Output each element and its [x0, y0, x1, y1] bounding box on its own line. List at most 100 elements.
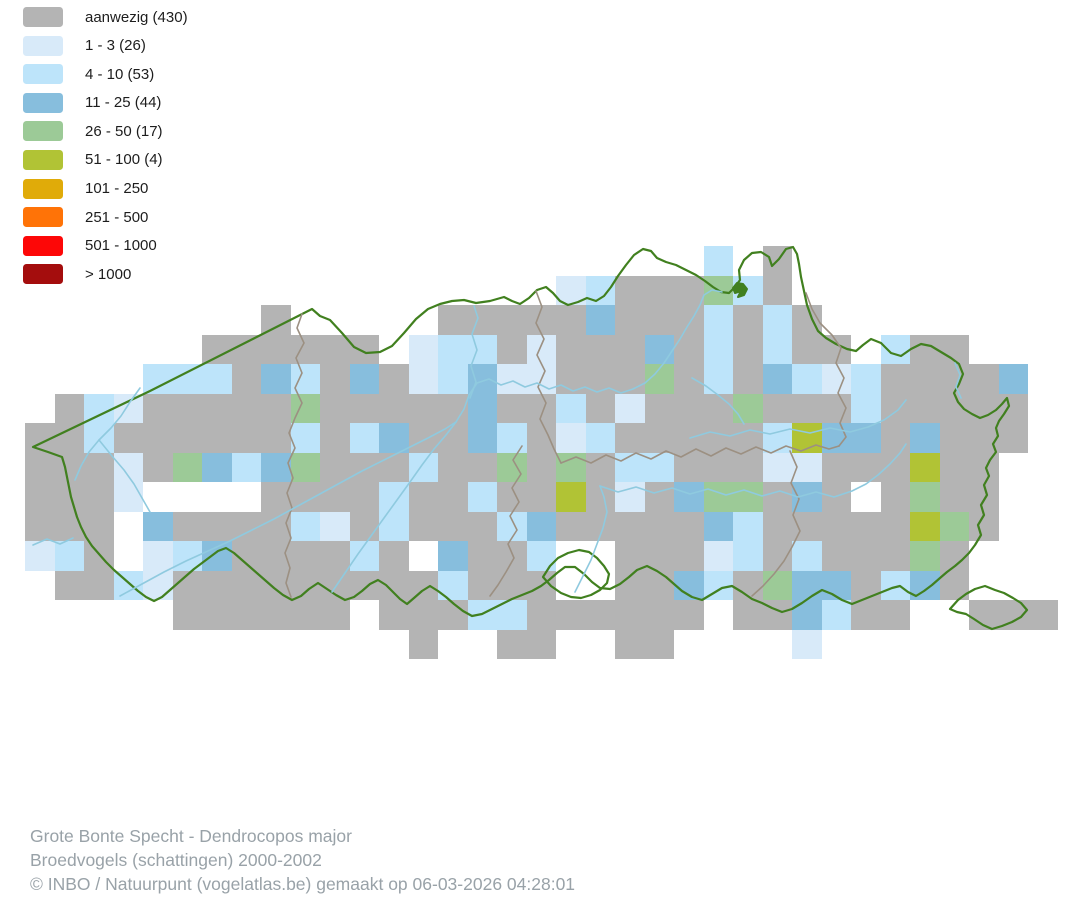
species-title: Grote Bonte Specht - Dendrocopos major: [30, 826, 352, 846]
map-cell: [379, 364, 409, 394]
map-cell: [910, 482, 940, 512]
map-cell: [467, 511, 497, 541]
legend-swatch: [23, 7, 63, 27]
map-cell: [644, 452, 674, 482]
map-cell: [969, 600, 999, 630]
map-cell: [556, 393, 586, 423]
map-cell: [84, 482, 114, 512]
map-cell: [497, 629, 527, 659]
map-cell: [733, 600, 763, 630]
map-cell: [231, 541, 261, 571]
map-cell: [261, 452, 291, 482]
map-cell: [733, 570, 763, 600]
map-cell: [290, 600, 320, 630]
legend-item: 51 - 100 (4): [23, 149, 188, 170]
map-cell: [762, 305, 792, 335]
map-cell: [172, 511, 202, 541]
map-cell: [497, 452, 527, 482]
map-cell: [84, 423, 114, 453]
map-cell: [880, 482, 910, 512]
map-cell: [969, 423, 999, 453]
map-cell: [172, 541, 202, 571]
map-cell: [674, 570, 704, 600]
map-cell: [939, 364, 969, 394]
map-cell: [644, 305, 674, 335]
map-cell: [261, 541, 291, 571]
map-cell: [113, 423, 143, 453]
map-cell: [379, 541, 409, 571]
map-cell: [438, 541, 468, 571]
map-cell: [703, 305, 733, 335]
map-cell: [615, 629, 645, 659]
footer: Grote Bonte Specht - Dendrocopos major B…: [30, 824, 575, 897]
map-cell: [762, 334, 792, 364]
map-cell: [733, 334, 763, 364]
map-cell: [851, 364, 881, 394]
map-cell: [880, 364, 910, 394]
map-cell: [290, 423, 320, 453]
map-cell: [290, 452, 320, 482]
map-cell: [821, 570, 851, 600]
map-cell: [939, 423, 969, 453]
map-cell: [998, 393, 1028, 423]
map-cell: [54, 452, 84, 482]
legend-label: 101 - 250: [85, 180, 149, 198]
map-cell: [851, 452, 881, 482]
map-cell: [703, 364, 733, 394]
map-cell: [379, 452, 409, 482]
map-cell: [438, 600, 468, 630]
map-cell: [851, 600, 881, 630]
map-cell: [762, 423, 792, 453]
map-cell: [615, 275, 645, 305]
map-cell: [25, 452, 55, 482]
map-cell: [792, 364, 822, 394]
map-cell: [349, 364, 379, 394]
map-cell: [674, 541, 704, 571]
map-cell: [320, 364, 350, 394]
map-cell: [290, 541, 320, 571]
map-cell: [408, 334, 438, 364]
map-cell: [231, 393, 261, 423]
map-cell: [703, 423, 733, 453]
map-cell: [25, 482, 55, 512]
map-cell: [674, 482, 704, 512]
map-cell: [379, 482, 409, 512]
map-cell: [762, 275, 792, 305]
map-cell: [644, 629, 674, 659]
map-cell: [467, 570, 497, 600]
map-cell: [54, 423, 84, 453]
map-cell: [497, 600, 527, 630]
map-cell: [556, 452, 586, 482]
map-cell: [615, 364, 645, 394]
legend-swatch: [23, 149, 63, 170]
map-cell: [733, 541, 763, 571]
map-cell: [703, 334, 733, 364]
map-cell: [792, 600, 822, 630]
map-cell: [998, 423, 1028, 453]
legend-item: 4 - 10 (53): [23, 64, 188, 85]
map-cell: [172, 452, 202, 482]
map-cell: [585, 423, 615, 453]
map-cell: [84, 511, 114, 541]
map-cell: [969, 482, 999, 512]
map-cell: [615, 482, 645, 512]
map-cell: [408, 452, 438, 482]
map-cell: [408, 600, 438, 630]
map-cell: [851, 423, 881, 453]
map-cell: [644, 511, 674, 541]
map-cell: [349, 334, 379, 364]
map-cell: [733, 275, 763, 305]
map-cell: [703, 570, 733, 600]
map-cell: [231, 570, 261, 600]
map-cell: [231, 334, 261, 364]
map-cell: [880, 334, 910, 364]
map-cell: [54, 393, 84, 423]
map-cell: [143, 364, 173, 394]
map-cell: [261, 305, 291, 335]
map-cell: [792, 482, 822, 512]
map-cell: [615, 511, 645, 541]
map-cell: [143, 570, 173, 600]
legend-swatch: [23, 178, 63, 199]
map-cell: [674, 334, 704, 364]
map-cell: [320, 452, 350, 482]
